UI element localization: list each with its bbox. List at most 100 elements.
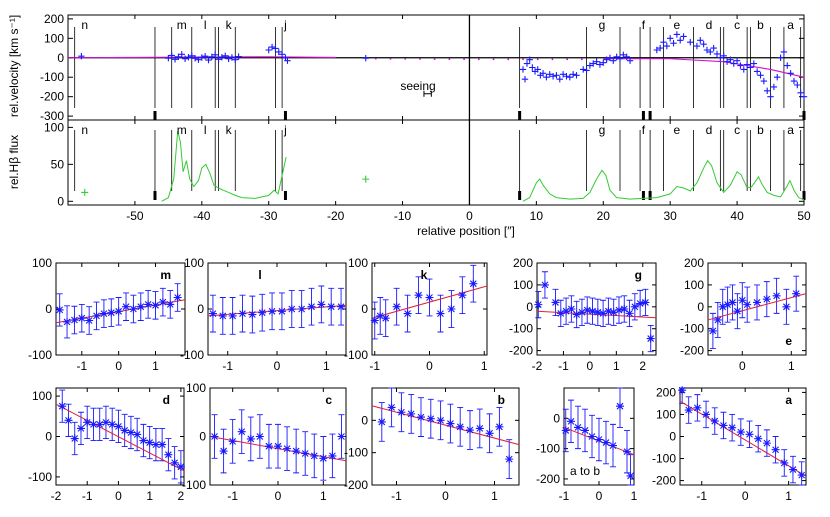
- fit-line: [679, 400, 807, 477]
- region-marker: [648, 191, 652, 200]
- x-axis-label: relative position [″]: [417, 224, 515, 238]
- data-point: [377, 417, 386, 426]
- x-tick-label: -1: [227, 489, 238, 503]
- y-tick-label: 50: [51, 157, 65, 171]
- x-tick-label: 1: [613, 359, 620, 373]
- y-tick-label: -100: [182, 478, 206, 492]
- velocity-point: [265, 46, 272, 54]
- x-tick-label: 1: [785, 489, 792, 503]
- velocity-point: [593, 58, 600, 65]
- velocity-point: [753, 68, 761, 75]
- panel-frame: [207, 262, 347, 356]
- region-marker: [641, 111, 645, 120]
- data-point: [258, 308, 267, 317]
- panel-b: 0 -100 -200 -1 0 1 b: [344, 387, 520, 503]
- data-point: [158, 298, 167, 307]
- region-label-j: j: [283, 123, 287, 137]
- x-tick-label: -1: [222, 359, 233, 373]
- velocity-point: [740, 66, 747, 73]
- data-point: [310, 451, 319, 460]
- x-tick-label: 1: [323, 359, 330, 373]
- velocity-point: [770, 83, 778, 91]
- data-point: [693, 403, 702, 412]
- x-tick-label: 2: [178, 489, 185, 503]
- velocity-point: [526, 56, 533, 63]
- data-point: [151, 301, 160, 310]
- data-point: [702, 410, 711, 419]
- data-point: [83, 418, 92, 427]
- fit-line: [707, 293, 807, 321]
- y-tick-label: 100: [32, 389, 52, 403]
- y-tick-label: -100: [28, 348, 52, 362]
- velocity-point: [703, 46, 711, 54]
- data-point: [567, 417, 575, 426]
- x-tick-label: -1: [559, 489, 570, 503]
- velocity-point: [556, 75, 563, 83]
- x-tick-label: -50: [126, 209, 144, 223]
- data-point: [574, 423, 582, 432]
- data-point: [387, 403, 396, 412]
- x-tick-label: 1: [481, 359, 488, 373]
- velocity-point: [215, 56, 222, 63]
- data-point: [89, 420, 98, 429]
- x-tick-label: -10: [394, 209, 412, 223]
- data-point: [274, 442, 282, 451]
- rotation-curve-dot: [580, 58, 583, 61]
- velocity-point: [168, 52, 175, 59]
- panel-m: 100 0 -100 -1 0 1 m: [28, 256, 186, 373]
- y-tick-label: 0: [199, 430, 206, 444]
- data-point: [623, 447, 631, 456]
- data-point: [609, 441, 617, 450]
- velocity-point: [275, 48, 282, 56]
- velocity-point: [191, 55, 199, 62]
- data-point: [85, 316, 94, 325]
- data-point: [495, 422, 504, 431]
- data-point: [120, 426, 129, 435]
- velocity-point: [677, 37, 684, 44]
- data-point: [595, 435, 603, 444]
- region-label-e: e: [674, 18, 681, 32]
- data-point: [114, 422, 123, 431]
- velocity-point: [623, 53, 630, 61]
- velocity-point: [616, 55, 624, 62]
- flux-point: [81, 188, 89, 196]
- panel-label: c: [325, 393, 332, 407]
- data-point: [129, 305, 138, 313]
- region-label-n: n: [81, 123, 88, 137]
- velocity-point: [205, 56, 212, 64]
- velocity-point: [569, 71, 577, 78]
- panel-label: m: [160, 268, 171, 282]
- velocity-point: [590, 60, 597, 67]
- x-tick-label: -40: [193, 209, 211, 223]
- velocity-point: [697, 37, 704, 44]
- region-label-d: d: [706, 123, 713, 137]
- data-point: [562, 307, 571, 316]
- flux-panel: 100 50 0 -50 -40 -30 -20 -10 0 10 20 30 40 50 n m l k j g f e…: [44, 119, 811, 223]
- panel-label: b: [498, 393, 505, 407]
- velocity-point: [78, 53, 85, 60]
- data-point: [713, 315, 722, 324]
- region-label-a: a: [787, 123, 794, 137]
- y-tick-label: 100: [656, 407, 676, 421]
- velocity-point: [586, 62, 594, 69]
- rotation-curve-dot: [404, 58, 407, 60]
- velocity-point: [583, 67, 590, 74]
- data-point: [246, 434, 255, 443]
- fit-line: [371, 285, 488, 319]
- data-point: [446, 419, 455, 428]
- x-tick-label: 0: [739, 359, 746, 373]
- data-point: [292, 447, 301, 456]
- data-point: [268, 307, 277, 316]
- region-marker: [153, 191, 157, 200]
- rotation-curve: [603, 58, 805, 78]
- rotation-curve-dot: [507, 58, 510, 61]
- velocity-point: [790, 77, 798, 85]
- region-label-k: k: [226, 18, 233, 32]
- y-tick-label: 100: [32, 256, 52, 270]
- velocity-point: [543, 74, 550, 81]
- data-point: [99, 309, 108, 318]
- velocity-point: [750, 60, 758, 67]
- y-tick-label: 0: [45, 302, 52, 316]
- velocity-point: [171, 56, 179, 63]
